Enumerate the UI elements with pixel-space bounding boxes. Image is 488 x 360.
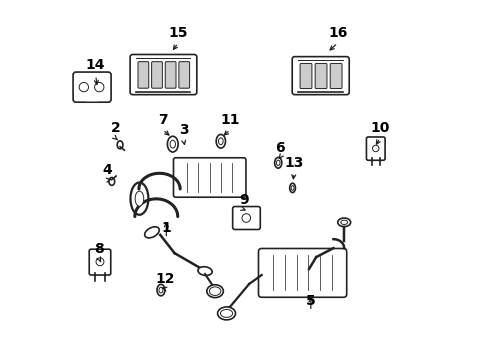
Text: 13: 13 [284, 156, 303, 170]
FancyBboxPatch shape [258, 248, 346, 297]
Text: 2: 2 [110, 121, 120, 135]
FancyBboxPatch shape [173, 158, 245, 197]
Ellipse shape [340, 220, 347, 225]
Ellipse shape [289, 183, 295, 193]
FancyBboxPatch shape [138, 62, 148, 88]
Text: 16: 16 [327, 26, 346, 40]
Ellipse shape [157, 284, 164, 296]
FancyBboxPatch shape [232, 207, 260, 229]
FancyBboxPatch shape [130, 54, 196, 95]
Text: 11: 11 [220, 113, 240, 127]
FancyBboxPatch shape [366, 137, 384, 160]
Ellipse shape [218, 138, 223, 145]
Text: 12: 12 [155, 271, 174, 285]
Text: 4: 4 [102, 163, 112, 177]
Ellipse shape [135, 191, 143, 206]
Ellipse shape [167, 136, 178, 152]
Ellipse shape [109, 177, 115, 185]
Ellipse shape [337, 218, 350, 226]
Ellipse shape [290, 185, 293, 190]
Text: 8: 8 [94, 242, 104, 256]
Ellipse shape [144, 227, 159, 238]
FancyBboxPatch shape [165, 62, 176, 88]
Ellipse shape [209, 287, 221, 296]
FancyBboxPatch shape [292, 57, 348, 95]
FancyBboxPatch shape [314, 63, 326, 89]
Ellipse shape [276, 160, 280, 166]
Ellipse shape [130, 183, 148, 215]
FancyBboxPatch shape [329, 63, 341, 89]
Ellipse shape [206, 285, 223, 298]
Text: 7: 7 [158, 113, 167, 127]
FancyBboxPatch shape [89, 249, 110, 275]
Ellipse shape [220, 310, 232, 318]
Ellipse shape [170, 140, 175, 148]
FancyBboxPatch shape [179, 62, 189, 88]
Ellipse shape [216, 134, 225, 148]
FancyBboxPatch shape [73, 72, 111, 102]
Text: 9: 9 [239, 193, 249, 207]
Ellipse shape [274, 157, 281, 168]
Ellipse shape [159, 287, 163, 293]
FancyBboxPatch shape [300, 63, 311, 89]
Text: 5: 5 [305, 294, 315, 308]
Text: 6: 6 [274, 141, 284, 155]
Text: 10: 10 [369, 121, 389, 135]
Text: 15: 15 [168, 26, 187, 40]
Ellipse shape [198, 267, 212, 275]
Ellipse shape [217, 307, 235, 320]
Text: 1: 1 [161, 221, 171, 235]
Text: 3: 3 [178, 123, 188, 137]
Ellipse shape [117, 141, 122, 149]
Text: 14: 14 [86, 58, 105, 72]
FancyBboxPatch shape [151, 62, 162, 88]
